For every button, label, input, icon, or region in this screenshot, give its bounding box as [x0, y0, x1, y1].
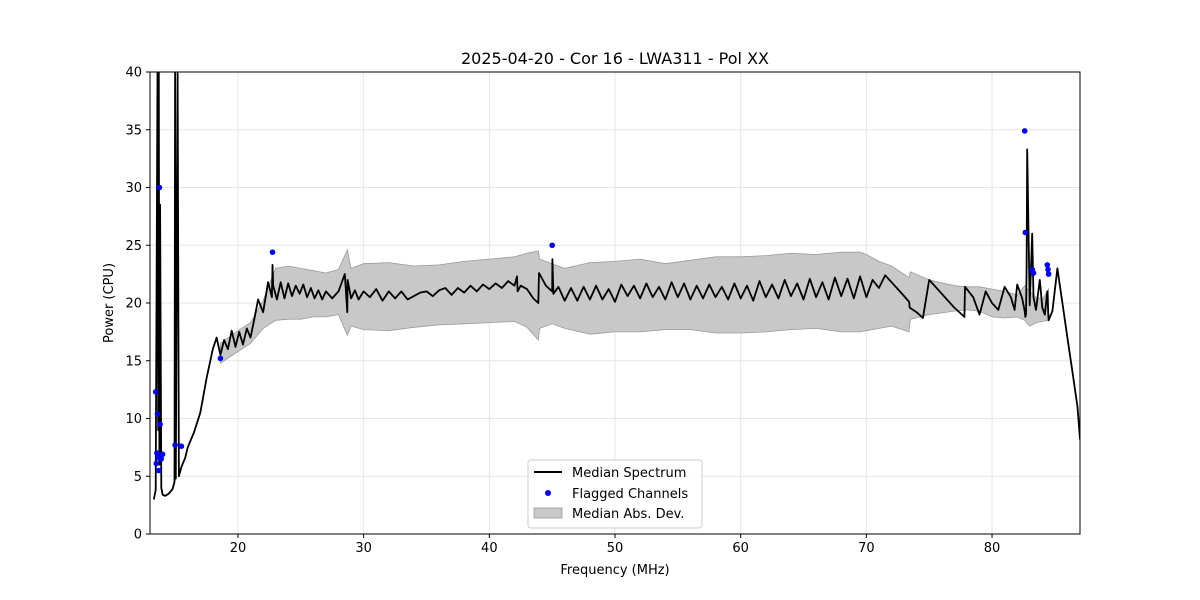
flagged-channel-point: [178, 443, 185, 450]
median-spectrum-line: [152, 72, 1080, 500]
flagged-channels-layer: [152, 128, 1052, 474]
flagged-channel-point: [269, 249, 276, 255]
x-tick-label: 30: [355, 541, 372, 556]
flagged-channel-point: [153, 460, 160, 467]
y-tick-label: 35: [125, 123, 142, 138]
y-tick-label: 5: [134, 470, 142, 485]
legend-mad-swatch: [533, 507, 563, 519]
y-axis-label: Power (CPU): [102, 263, 117, 343]
flagged-channel-point: [1030, 270, 1037, 276]
x-tick-label: 80: [984, 541, 1001, 556]
flagged-channel-point: [156, 467, 162, 474]
flagged-channel-point: [549, 242, 555, 249]
flagged-channel-point: [1045, 266, 1051, 273]
flagged-channel-point: [152, 389, 159, 395]
x-axis-label: Frequency (MHz): [560, 563, 669, 578]
flagged-channel-point: [217, 355, 224, 362]
y-tick-label: 0: [134, 528, 142, 543]
chart-title: 2025-04-20 - Cor 16 - LWA311 - Pol XX: [461, 49, 769, 68]
flagged-channel-point: [154, 411, 161, 417]
x-tick-label: 20: [230, 541, 247, 556]
legend-flagged-swatch: [545, 490, 551, 496]
legend-box: [527, 459, 703, 529]
x-tick-label: 50: [607, 541, 624, 556]
y-axis-ticks: 0 5 10 15 20 25 30 35 40: [125, 66, 150, 543]
y-tick-label: 20: [125, 297, 142, 312]
legend: Median Spectrum Flagged Channels Median …: [527, 459, 703, 529]
flagged-channel-point: [157, 421, 163, 428]
flagged-channel-point: [1045, 271, 1052, 277]
legend-flagged-label: Flagged Channels: [572, 487, 688, 502]
x-tick-label: 70: [858, 541, 875, 556]
flagged-channel-point: [154, 450, 160, 456]
flagged-channel-point: [159, 451, 166, 458]
y-tick-label: 25: [125, 239, 142, 254]
x-tick-label: 40: [481, 541, 498, 556]
legend-mad-label: Median Abs. Dev.: [572, 507, 684, 522]
legend-median-label: Median Spectrum: [572, 466, 686, 481]
flagged-channel-point: [1021, 128, 1028, 134]
y-tick-label: 15: [125, 354, 142, 369]
x-axis-ticks: 20 30 40 50 60 70 80: [230, 534, 1001, 556]
flagged-channel-point: [158, 456, 165, 462]
median-spectrum-layer: [152, 72, 1080, 500]
y-tick-label: 10: [125, 412, 142, 427]
flagged-channel-point: [1022, 229, 1029, 236]
flagged-channel-point: [1044, 262, 1051, 268]
flagged-channel-point: [156, 184, 163, 191]
x-tick-label: 60: [732, 541, 749, 556]
y-tick-label: 40: [125, 66, 142, 81]
y-tick-label: 30: [125, 181, 142, 196]
flagged-channel-point: [172, 442, 178, 448]
